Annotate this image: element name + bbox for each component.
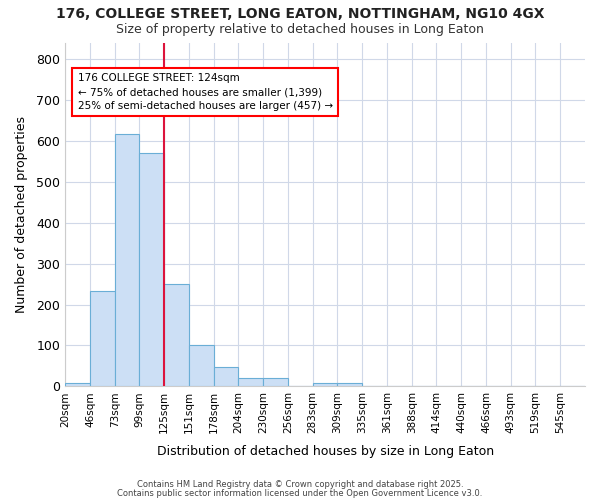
Bar bbox=[263, 378, 288, 386]
Text: Size of property relative to detached houses in Long Eaton: Size of property relative to detached ho… bbox=[116, 22, 484, 36]
Bar bbox=[139, 153, 164, 386]
Bar bbox=[189, 346, 214, 387]
Y-axis label: Number of detached properties: Number of detached properties bbox=[15, 116, 28, 313]
X-axis label: Distribution of detached houses by size in Long Eaton: Distribution of detached houses by size … bbox=[157, 444, 494, 458]
Bar bbox=[337, 383, 362, 386]
Text: Contains public sector information licensed under the Open Government Licence v3: Contains public sector information licen… bbox=[118, 488, 482, 498]
Text: 176 COLLEGE STREET: 124sqm
← 75% of detached houses are smaller (1,399)
25% of s: 176 COLLEGE STREET: 124sqm ← 75% of deta… bbox=[77, 73, 332, 111]
Bar bbox=[65, 383, 90, 386]
Text: 176, COLLEGE STREET, LONG EATON, NOTTINGHAM, NG10 4GX: 176, COLLEGE STREET, LONG EATON, NOTTING… bbox=[56, 8, 544, 22]
Bar bbox=[115, 134, 139, 386]
Bar bbox=[90, 292, 115, 386]
Bar bbox=[164, 284, 189, 386]
Text: Contains HM Land Registry data © Crown copyright and database right 2025.: Contains HM Land Registry data © Crown c… bbox=[137, 480, 463, 489]
Bar bbox=[214, 367, 238, 386]
Bar bbox=[238, 378, 263, 386]
Bar bbox=[313, 383, 337, 386]
